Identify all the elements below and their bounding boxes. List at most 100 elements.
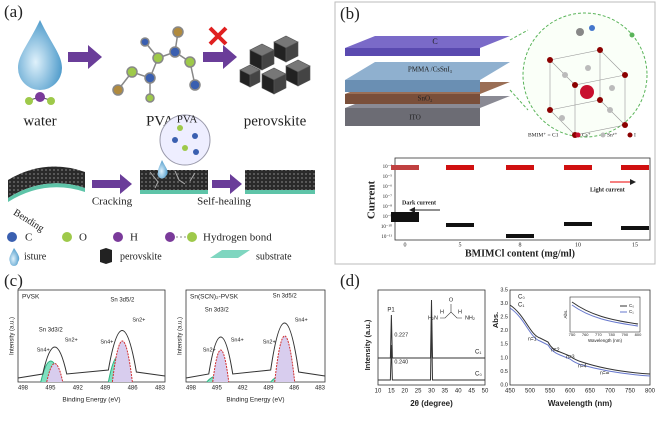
species-label: Sn2+ — [65, 337, 78, 343]
x-tick-label: 700 — [605, 389, 616, 395]
plot-frame — [394, 157, 651, 241]
legend-label: Cs⁺ — [582, 131, 591, 138]
legend-label: Hydrogen bond — [203, 232, 272, 244]
legend-icons — [165, 232, 175, 242]
legend-label: C₁ — [629, 309, 634, 314]
x-tick-label: 50 — [482, 389, 489, 395]
x-tick-label: 35 — [442, 389, 449, 395]
droplet — [157, 160, 168, 179]
bubble-molecules — [193, 149, 199, 155]
y-tick-label: 0.0 — [500, 382, 508, 388]
lattice-atoms — [597, 47, 603, 53]
x-tick-label: 650 — [585, 389, 596, 395]
legend-icons — [187, 232, 197, 242]
axis-label: 2θ (degree) — [410, 399, 453, 408]
x-tick-label: 489 — [100, 386, 111, 392]
perovskite-crystals — [297, 65, 311, 87]
panel-label: (c) — [4, 271, 23, 290]
x-tick-label: 486 — [289, 386, 300, 392]
legend-label: C₀ — [518, 295, 525, 301]
axis-label: Intensity (a.u.) — [363, 319, 372, 370]
device-stack — [345, 62, 510, 80]
panel-label: (b) — [340, 4, 360, 23]
lattice-atoms — [622, 122, 628, 128]
axis-label: Binding Energy (eV) — [62, 397, 120, 404]
lattice-atoms — [622, 72, 628, 78]
pva-molecule — [112, 84, 124, 96]
pva-molecule — [140, 37, 150, 47]
figure: 498 495 492 489 486 483 Binding Energy (eV) Int… — [10, 289, 326, 404]
y-tick-label: 0.5 — [500, 369, 508, 375]
sn2-peak — [212, 335, 296, 383]
films — [245, 170, 315, 190]
legend-icons — [100, 248, 112, 264]
device-stack — [345, 36, 510, 126]
legend-label: H — [130, 232, 138, 244]
panel-label: (a) — [4, 2, 23, 21]
xps-plot: 498 495 492 489 486 483 Binding Energy (eV) Int… — [178, 289, 326, 404]
lattice-atoms — [597, 97, 603, 103]
light-box — [564, 165, 592, 170]
molecule-label: H — [440, 309, 444, 315]
plot-frame — [17, 289, 166, 383]
films — [140, 190, 208, 194]
films — [8, 183, 85, 202]
lattice-atoms — [585, 65, 591, 71]
abs-c0 — [509, 304, 651, 375]
bubble-molecules — [177, 125, 183, 131]
lattice-atoms — [547, 57, 553, 63]
y-tick-label: 10⁻¹⁰ — [381, 224, 392, 230]
dark-box — [621, 226, 649, 230]
lattice-atoms — [607, 107, 613, 113]
pva-molecule — [189, 79, 201, 91]
inset-frame — [569, 296, 641, 333]
pva-molecule — [172, 26, 184, 38]
layer-label: C — [432, 37, 437, 46]
device-stack — [345, 48, 480, 56]
x-tick-label: 25 — [415, 389, 422, 395]
series-label: C₀ — [475, 372, 482, 378]
species-label: Sn4+ — [295, 317, 308, 323]
inset-c0 — [571, 301, 639, 325]
legend-label: O — [79, 232, 87, 244]
process-label: Bending — [11, 207, 46, 234]
abs-c1 — [509, 307, 651, 377]
x-tick-label: 0 — [404, 242, 407, 248]
x-tick-label: 550 — [545, 389, 556, 395]
pva-molecule — [144, 72, 156, 84]
films — [149, 170, 196, 189]
peak-label: P1 — [387, 308, 395, 314]
legend-icon — [600, 132, 606, 138]
lattice-atoms — [562, 72, 568, 78]
legend-icons — [9, 248, 20, 266]
x-tick-label: 600 — [565, 389, 576, 395]
panel-label: (d) — [340, 271, 360, 290]
species-label: Sn4+ — [37, 347, 50, 353]
zoom-line — [509, 29, 529, 41]
fwhm-label: 0.227 — [394, 332, 408, 338]
dark-box — [391, 212, 419, 222]
sn2-peak — [46, 340, 133, 383]
inset-tick-label: 800 — [635, 332, 642, 337]
y-tick-label: 10⁻⁸ — [383, 204, 393, 210]
arrow — [203, 45, 237, 69]
device-stack — [345, 94, 480, 104]
y-tick-label: 2.5 — [500, 315, 508, 321]
step-label: perovskite — [244, 113, 307, 129]
xrd-plot: 10 15 20 25 30 35 40 45 50 2θ (degree) Intensity (… — [363, 289, 489, 408]
arrow — [92, 174, 132, 194]
lattice-atoms — [589, 25, 595, 31]
y-tick-label: 3.5 — [500, 287, 508, 293]
water-molecule — [25, 92, 55, 105]
lattice-atoms — [576, 28, 584, 36]
x-tick-label: 498 — [18, 386, 29, 392]
layer-label: PMMA /CsSnI₃ — [408, 66, 453, 74]
perovskite-crystals — [273, 73, 287, 95]
perovskite-crystals — [249, 69, 261, 88]
pva-molecule — [145, 93, 155, 103]
y-tick-label: 2.0 — [500, 328, 508, 334]
x-tick-label: 483 — [315, 386, 326, 392]
plot-frame — [185, 289, 326, 383]
water-drop — [18, 20, 62, 90]
